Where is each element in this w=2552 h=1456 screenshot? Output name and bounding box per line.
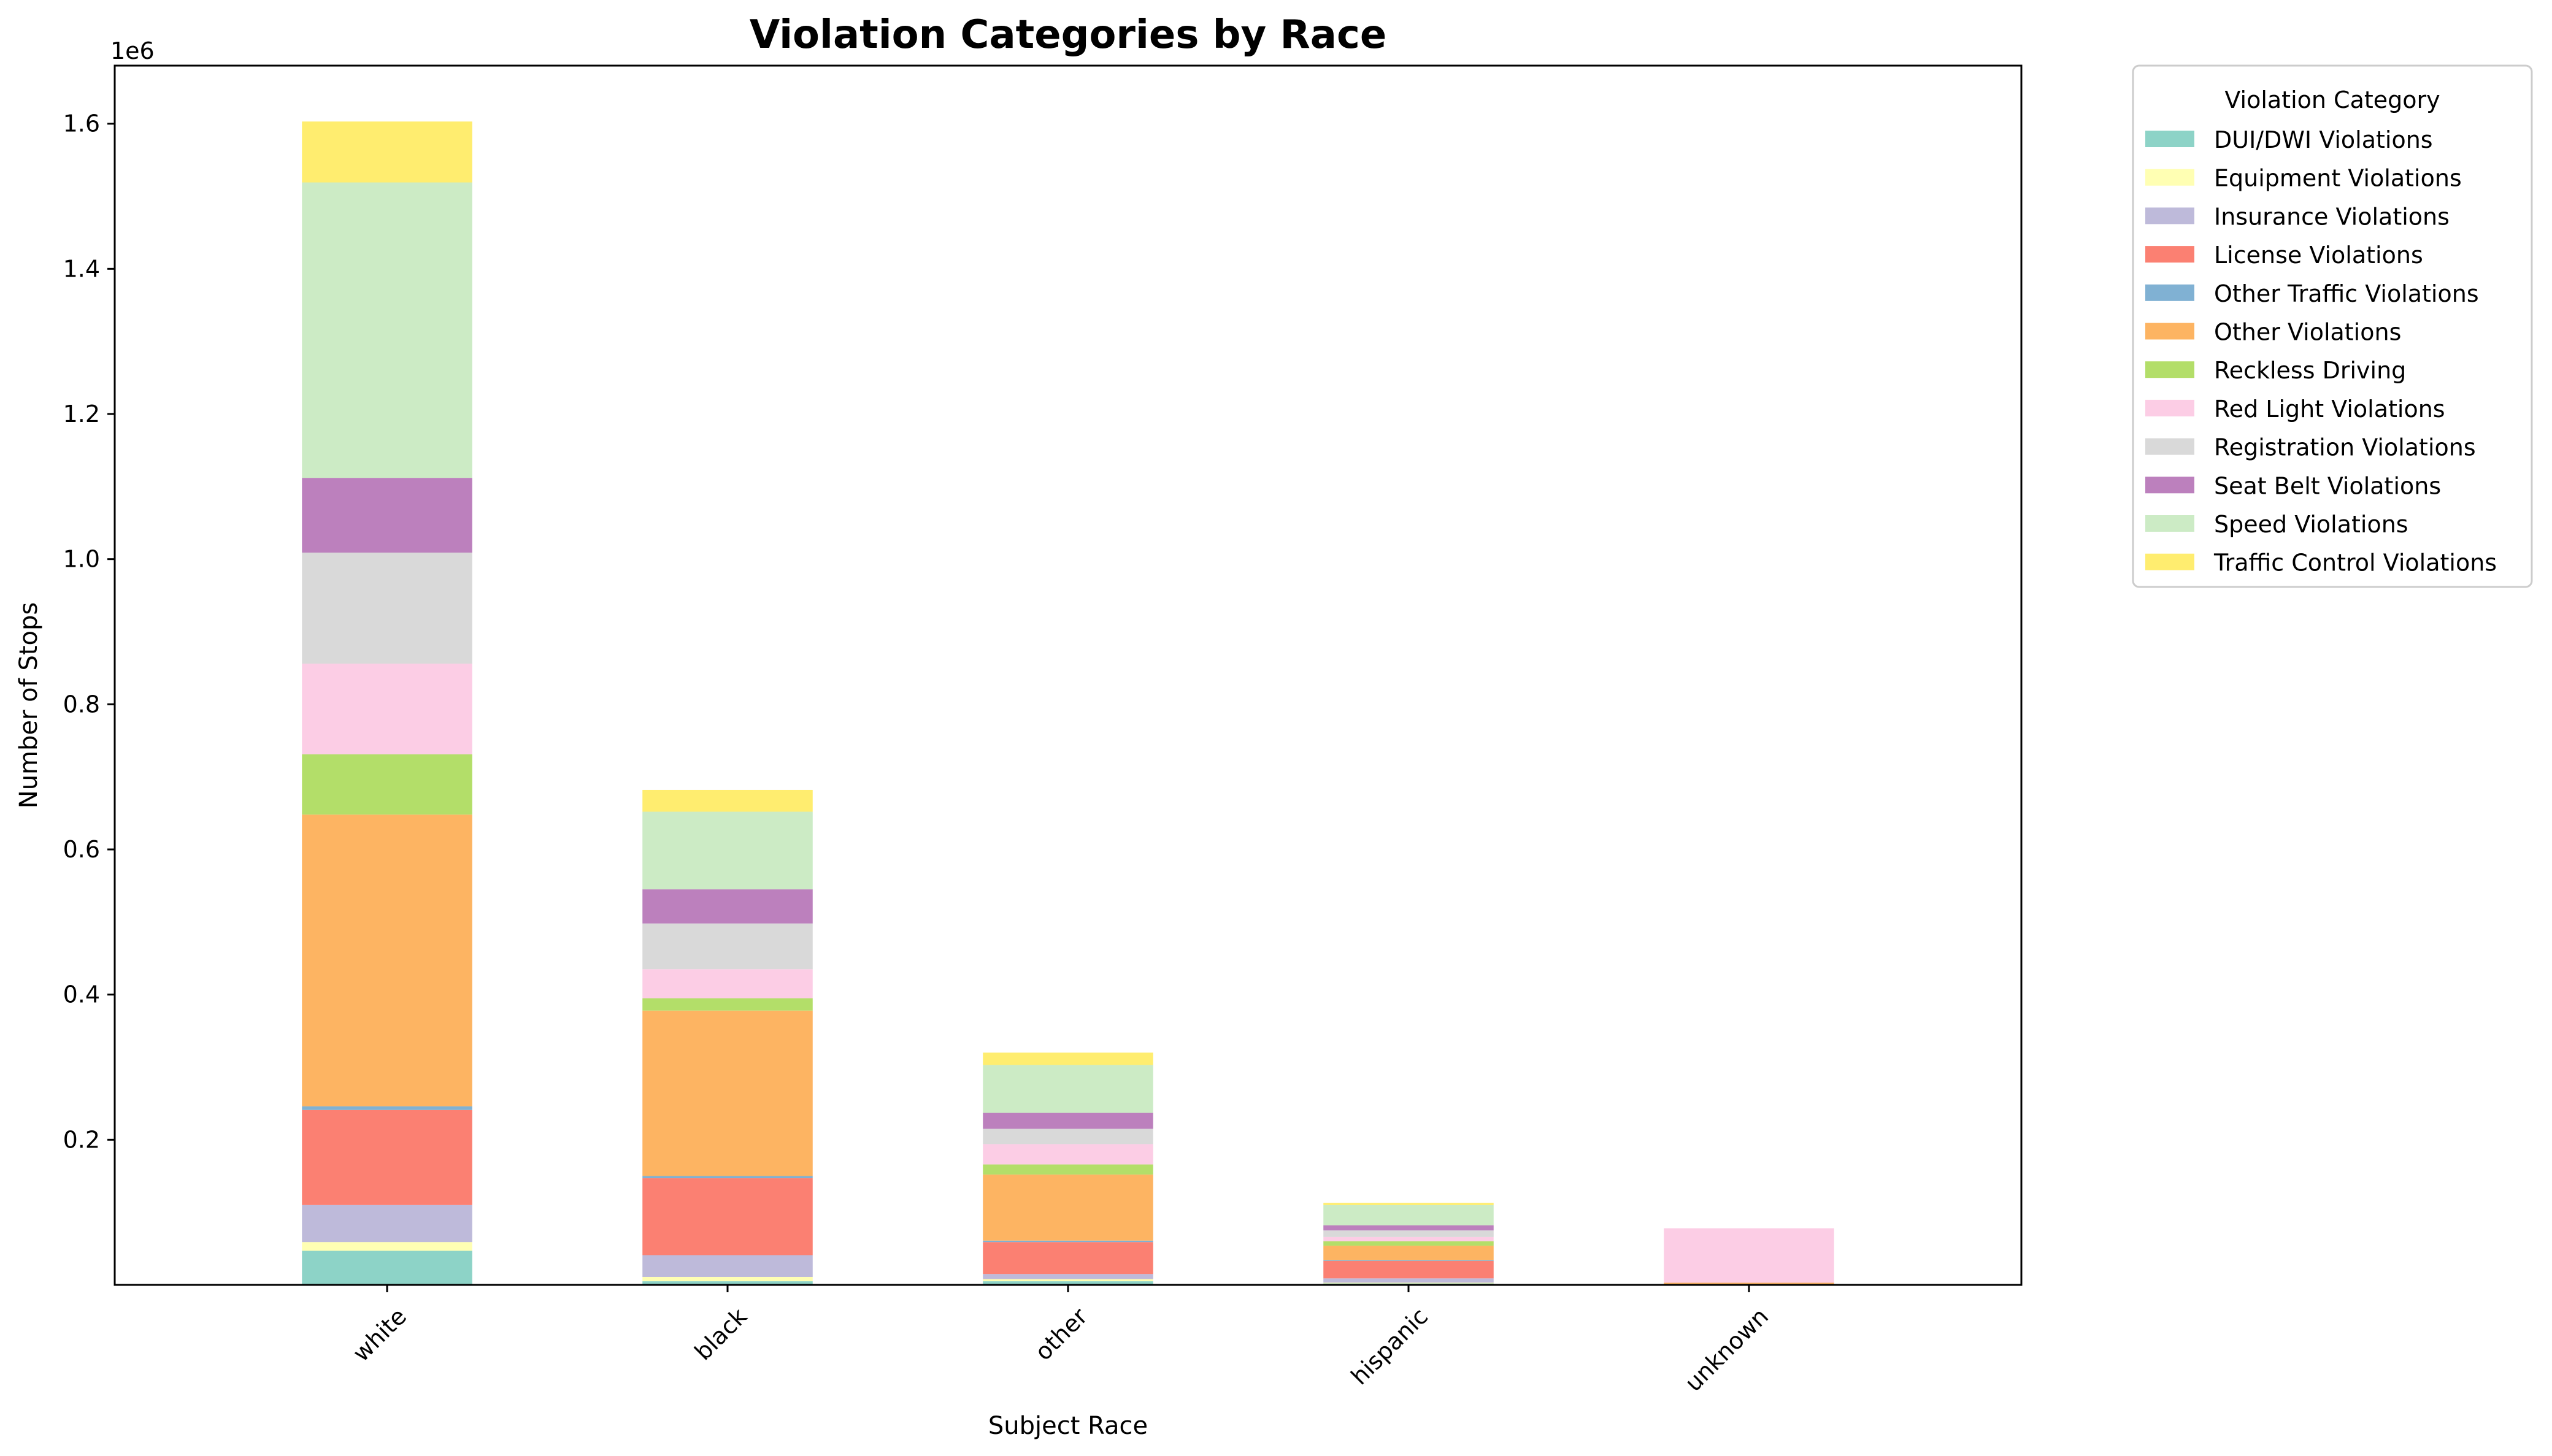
legend-label: Seat Belt Violations <box>2214 472 2441 499</box>
bar-segment <box>642 1176 813 1179</box>
bar-segment <box>983 1281 1153 1285</box>
bar-segment <box>983 1240 1153 1243</box>
bar-segment <box>302 1251 472 1285</box>
legend-items: DUI/DWI Violations Equipment Violations In… <box>2145 126 2497 577</box>
legend-swatch <box>2145 553 2194 570</box>
y-axis-offset-label: 1e6 <box>110 37 155 64</box>
y-tick-label: 0.2 <box>63 1126 100 1153</box>
bar-segment <box>642 889 813 924</box>
x-tick-label: white <box>348 1303 412 1367</box>
bar-segment <box>302 1109 472 1205</box>
bar-segment <box>983 1052 1153 1065</box>
legend-swatch <box>2145 246 2194 263</box>
bar-segment <box>1323 1230 1494 1237</box>
y-axis-title: Number of Stops <box>15 602 43 808</box>
bar-segment <box>302 1242 472 1251</box>
y-axis: 0.2 0.4 0.6 0.8 1.0 1.2 1.4 1.6 <box>63 110 115 1153</box>
bar-segment <box>642 1255 813 1277</box>
legend-swatch <box>2145 207 2194 224</box>
legend-label: Speed Violations <box>2214 511 2408 538</box>
bar-segment <box>1323 1225 1494 1231</box>
legend-swatch <box>2145 169 2194 186</box>
y-tick-label: 1.4 <box>63 255 100 282</box>
bar-segment <box>642 923 813 970</box>
bar-segment <box>1323 1282 1494 1284</box>
chart-title: Violation Categories by Race <box>750 12 1387 58</box>
bar-segment <box>983 1128 1153 1144</box>
legend-label: License Violations <box>2214 242 2423 269</box>
bar-segment <box>983 1174 1153 1241</box>
legend-title: Violation Category <box>2224 86 2440 113</box>
bar-segment <box>642 811 813 890</box>
legend-swatch <box>2145 131 2194 147</box>
bar-segment <box>983 1274 1153 1279</box>
legend-swatch <box>2145 399 2194 416</box>
x-tick-label: black <box>690 1303 752 1365</box>
legend-swatch <box>2145 477 2194 494</box>
bar-segment <box>642 1276 813 1282</box>
bar-segment <box>1323 1278 1494 1283</box>
bar-segment <box>983 1242 1153 1274</box>
bar-segment <box>302 664 472 754</box>
bar-segment <box>642 969 813 998</box>
bars-group <box>302 121 1834 1285</box>
bar-segment <box>1664 1282 1834 1284</box>
bar-segment <box>302 754 472 815</box>
legend-label: DUI/DWI Violations <box>2214 126 2433 153</box>
bar-segment <box>1323 1241 1494 1246</box>
x-axis-title: Subject Race <box>988 1412 1148 1440</box>
legend-label: Other Traffic Violations <box>2214 280 2479 307</box>
legend-label: Equipment Violations <box>2214 165 2462 192</box>
x-axis: white black other hispanic unknown <box>348 1285 1774 1397</box>
legend: Violation Category DUI/DWI Violations Equ… <box>2132 64 2533 588</box>
y-tick-label: 1.0 <box>63 546 100 573</box>
bar-segment <box>1323 1236 1494 1241</box>
y-tick-label: 1.2 <box>63 400 100 427</box>
bar-segment <box>1323 1260 1494 1279</box>
bar-segment <box>302 1106 472 1110</box>
legend-label: Other Violations <box>2214 319 2401 346</box>
bar-segment <box>302 553 472 664</box>
bar-segment <box>1323 1203 1494 1205</box>
legend-label: Red Light Violations <box>2214 396 2445 423</box>
legend-label: Reckless Driving <box>2214 357 2406 384</box>
bar-segment <box>983 1164 1153 1175</box>
legend-swatch <box>2145 515 2194 532</box>
legend-frame <box>2132 64 2533 588</box>
bar-segment <box>1323 1260 1494 1261</box>
legend-swatch <box>2145 323 2194 340</box>
y-tick-label: 1.6 <box>63 110 100 137</box>
bar-segment <box>302 121 472 183</box>
bar-segment <box>1323 1205 1494 1225</box>
legend-label: Registration Violations <box>2214 434 2476 461</box>
x-tick-label: other <box>1029 1303 1093 1366</box>
legend-swatch <box>2145 361 2194 378</box>
bar-segment <box>642 1178 813 1255</box>
bar-segment <box>302 478 472 553</box>
bar-segment <box>642 1281 813 1285</box>
bar-segment <box>983 1113 1153 1129</box>
x-tick-label: unknown <box>1680 1303 1774 1397</box>
legend-swatch <box>2145 438 2194 455</box>
legend-swatch <box>2145 284 2194 301</box>
legend-label: Traffic Control Violations <box>2213 550 2497 577</box>
bar-segment <box>642 1010 813 1176</box>
bar-segment <box>1323 1246 1494 1260</box>
x-tick-label: hispanic <box>1346 1303 1433 1390</box>
bar-segment <box>983 1279 1153 1282</box>
y-tick-label: 0.8 <box>63 691 100 718</box>
bar-segment <box>983 1065 1153 1113</box>
bar-segment <box>302 814 472 1106</box>
y-tick-label: 0.4 <box>63 981 100 1008</box>
bar-segment <box>983 1144 1153 1165</box>
bar-segment <box>302 1205 472 1243</box>
legend-label: Insurance Violations <box>2214 203 2450 230</box>
bar-segment <box>642 998 813 1011</box>
bar-segment <box>302 182 472 478</box>
bar-segment <box>1664 1228 1834 1283</box>
bar-segment <box>642 789 813 812</box>
y-tick-label: 0.6 <box>63 836 100 863</box>
